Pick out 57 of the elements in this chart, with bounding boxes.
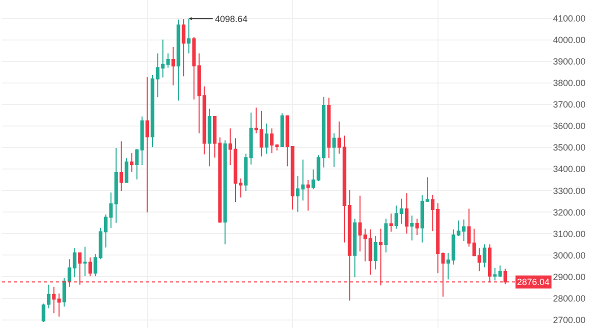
candlestick xyxy=(130,152,134,172)
candlestick xyxy=(140,116,144,166)
candlestick xyxy=(280,112,284,147)
candlestick xyxy=(150,74,154,148)
y-tick-label: 3100.00 xyxy=(553,228,586,239)
candlestick xyxy=(57,293,61,318)
candlestick xyxy=(290,146,294,210)
candlestick xyxy=(327,97,331,159)
y-tick-label: 3600.00 xyxy=(553,121,586,132)
candlestick xyxy=(353,218,357,278)
candlestick xyxy=(498,265,502,278)
y-tick-label: 3300.00 xyxy=(553,186,586,196)
candlestick xyxy=(410,215,414,241)
candlestick xyxy=(208,108,212,167)
candlestick xyxy=(171,46,175,86)
annotation: 4098.64 xyxy=(215,14,248,24)
candlestick xyxy=(286,114,290,167)
candlestick xyxy=(249,112,253,166)
candlestick xyxy=(88,256,92,277)
y-tick-label: 4100.00 xyxy=(553,13,586,24)
candlestick xyxy=(182,18,186,77)
candlestick xyxy=(52,286,56,314)
ref-line-label: 2876.04 xyxy=(517,277,550,287)
y-tick-label: 4000.00 xyxy=(553,34,586,45)
y-tick-label: 3800.00 xyxy=(553,78,586,88)
candlestick xyxy=(384,218,388,253)
y-tick-label: 3400.00 xyxy=(553,164,586,174)
candlestick xyxy=(166,52,170,68)
y-tick-label: 2700.00 xyxy=(553,314,586,325)
y-tick-label: 2900.00 xyxy=(553,272,586,282)
candlestick xyxy=(264,123,268,154)
candlestick xyxy=(114,147,118,224)
candlestick xyxy=(389,213,393,232)
candlestick xyxy=(394,205,398,230)
candlestick xyxy=(120,140,124,192)
candlestick xyxy=(482,244,486,268)
candlestick xyxy=(306,180,310,212)
candlestick xyxy=(415,218,419,236)
candlestick xyxy=(135,148,139,180)
candlestick xyxy=(374,235,378,270)
candlestick xyxy=(244,153,248,192)
candlestick xyxy=(223,140,227,245)
y-tick-label: 2800.00 xyxy=(553,293,586,304)
candlestick xyxy=(94,254,98,277)
y-tick-label: 3500.00 xyxy=(553,142,586,153)
y-tick-label: 3000.00 xyxy=(553,250,586,260)
candlestick xyxy=(404,192,408,234)
y-tick-label: 3200.00 xyxy=(553,207,586,218)
candlestick xyxy=(83,246,87,277)
candlestick xyxy=(124,158,128,183)
candlestick xyxy=(400,198,404,224)
candlestick xyxy=(493,267,497,281)
candlestick xyxy=(176,19,180,102)
y-tick-label: 3700.00 xyxy=(553,100,586,110)
y-tick-label: 3900.00 xyxy=(553,56,586,67)
candlestick xyxy=(332,132,336,168)
candlestick xyxy=(72,248,76,278)
